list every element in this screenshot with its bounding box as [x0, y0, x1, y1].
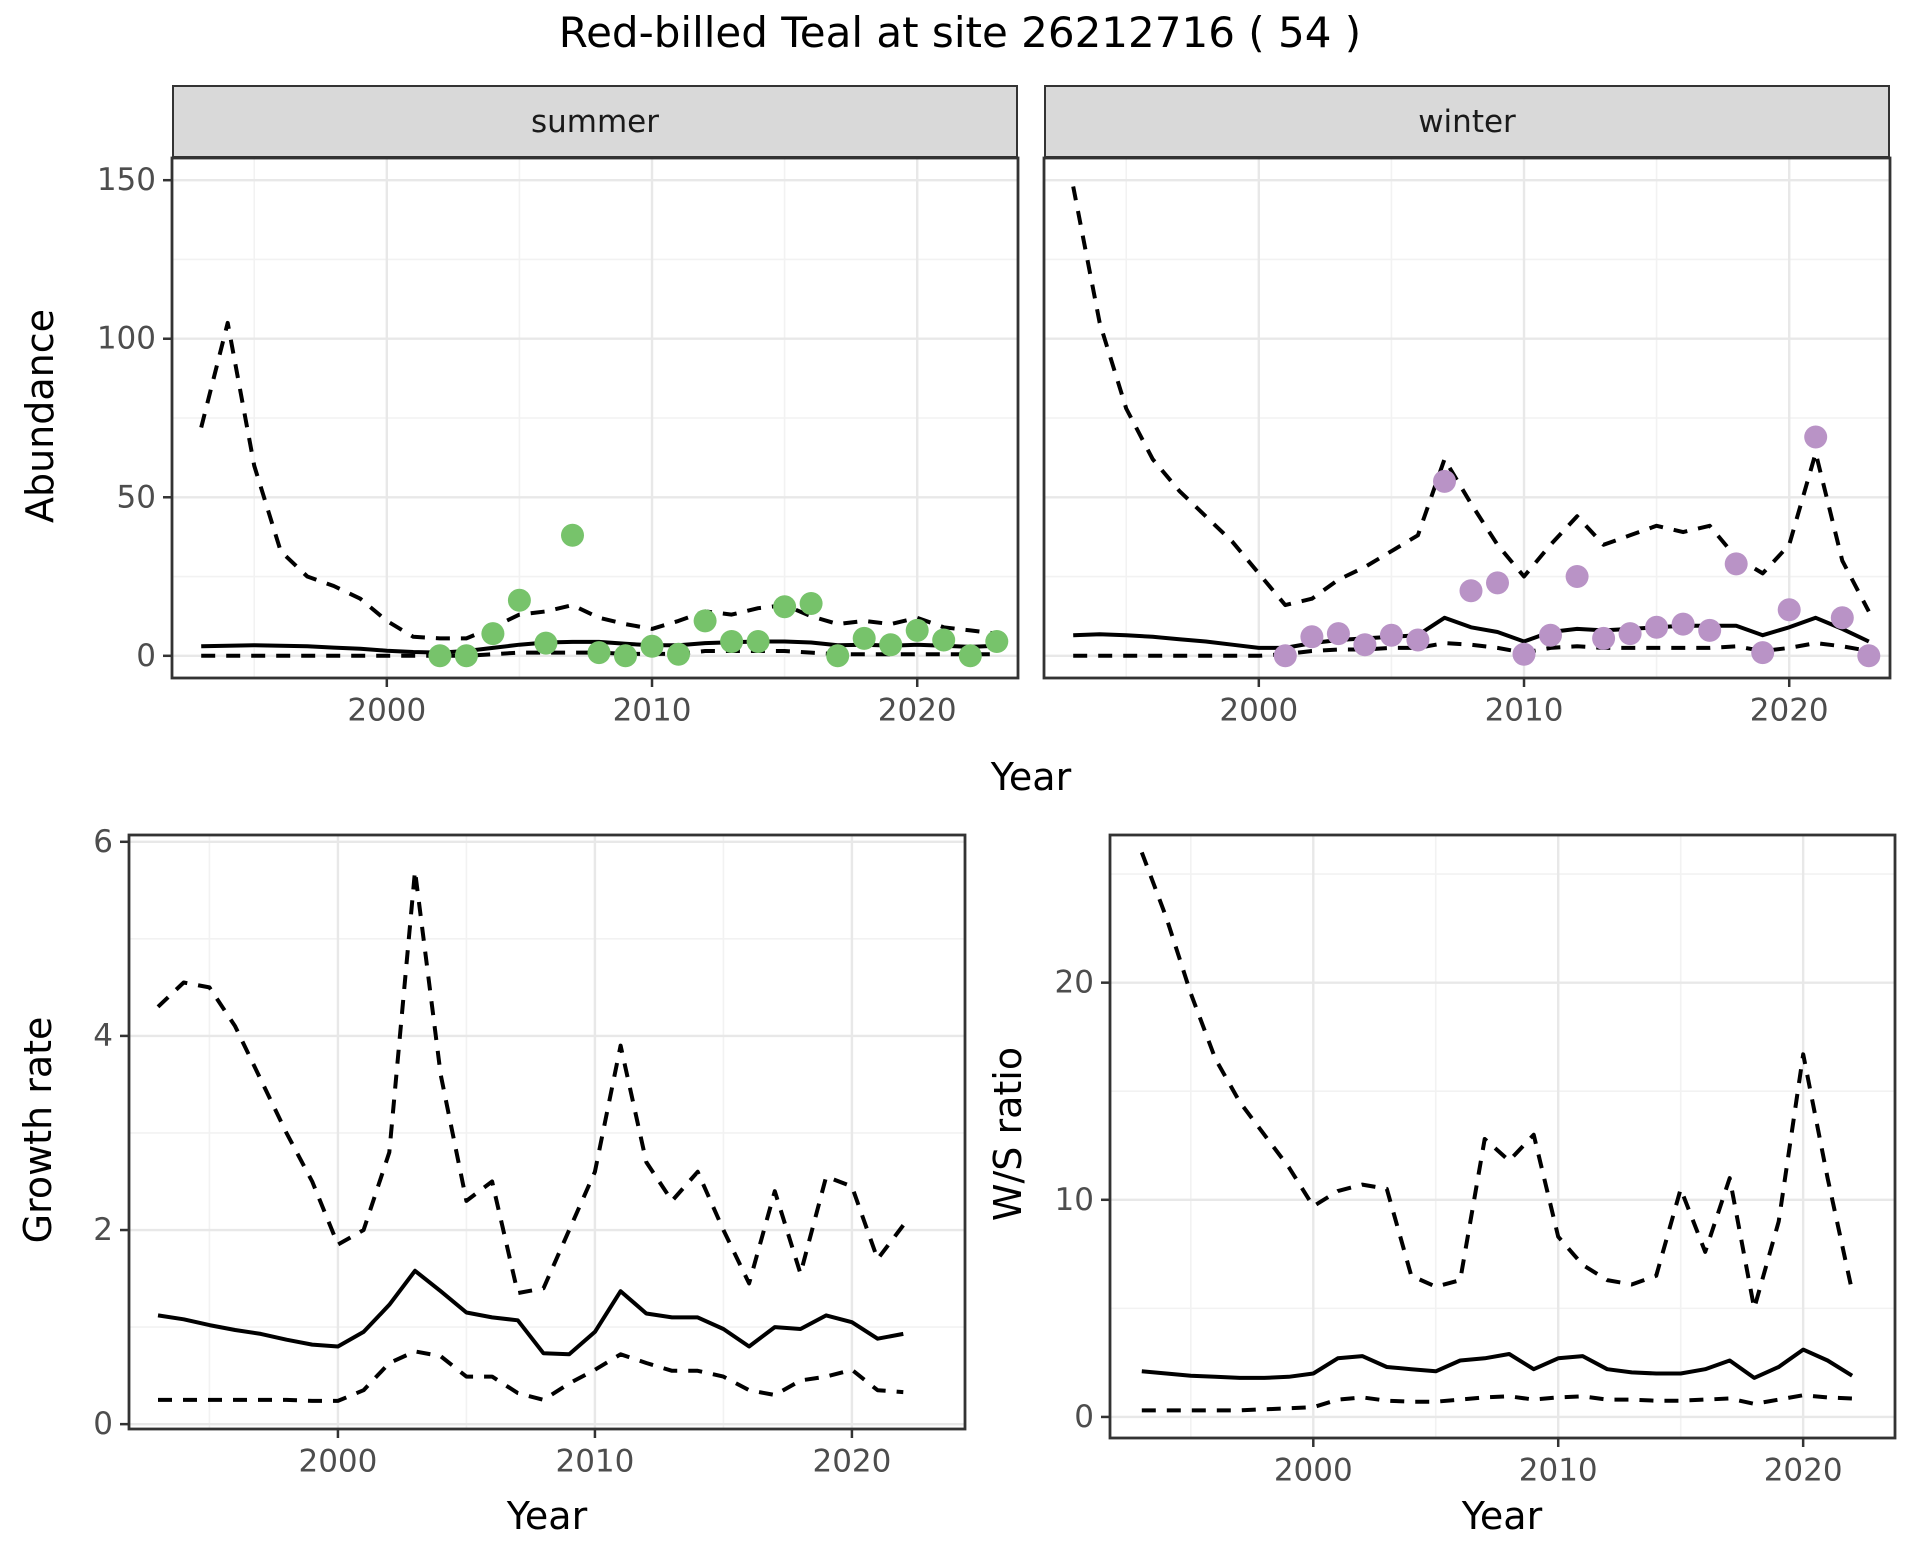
svg-text:2000: 2000	[298, 1443, 377, 1479]
svg-text:50: 50	[117, 479, 156, 515]
y-axis-title-growth-rate: Growth rate	[16, 1016, 60, 1244]
svg-text:2000: 2000	[1219, 692, 1298, 728]
y-axis-title-ws-ratio: W/S ratio	[986, 1046, 1030, 1222]
panel-growth-rate: 2000 2010 2020 0 2 4 6	[93, 824, 967, 1479]
svg-text:2010: 2010	[1519, 1452, 1598, 1488]
svg-text:100: 100	[97, 321, 156, 357]
svg-text:2010: 2010	[613, 692, 692, 728]
svg-text:2020: 2020	[1750, 692, 1829, 728]
panel-ws-ratio: 2000 2010 2020 0 10 20	[1055, 833, 1897, 1488]
panel-abundance-winter: 2000 2010 2020	[1042, 156, 1892, 728]
y-axis-title-abundance: Abundance	[18, 308, 62, 524]
svg-text:2020: 2020	[878, 692, 957, 728]
svg-text:4: 4	[93, 1018, 113, 1054]
facet-strip-label-winter: winter	[1418, 103, 1516, 140]
svg-text:20: 20	[1055, 965, 1094, 1001]
svg-text:2000: 2000	[347, 692, 426, 728]
x-axis-title-year-growth: Year	[506, 1494, 588, 1538]
facet-strip-summer: summer	[172, 85, 1018, 158]
svg-text:10: 10	[1055, 1182, 1094, 1218]
svg-text:2010: 2010	[555, 1443, 634, 1479]
svg-text:0: 0	[1074, 1399, 1094, 1435]
svg-text:2020: 2020	[1764, 1452, 1843, 1488]
svg-text:2: 2	[93, 1212, 113, 1248]
chart-title: Red-billed Teal at site 26212716 ( 54 )	[558, 8, 1362, 57]
svg-text:6: 6	[93, 824, 113, 860]
svg-text:150: 150	[97, 162, 156, 198]
facet-strip-winter: winter	[1044, 85, 1890, 158]
facet-strip-label-summer: summer	[530, 103, 659, 140]
svg-text:0: 0	[93, 1406, 113, 1442]
svg-text:2020: 2020	[812, 1443, 891, 1479]
svg-text:0: 0	[136, 638, 156, 674]
svg-text:2010: 2010	[1485, 692, 1564, 728]
x-axis-title-year-top: Year	[990, 755, 1072, 799]
x-axis-title-year-ws: Year	[1461, 1494, 1543, 1538]
svg-text:2000: 2000	[1274, 1452, 1353, 1488]
panel-abundance-summer: 2000 2010 2020 0 50 100 150	[97, 156, 1020, 728]
